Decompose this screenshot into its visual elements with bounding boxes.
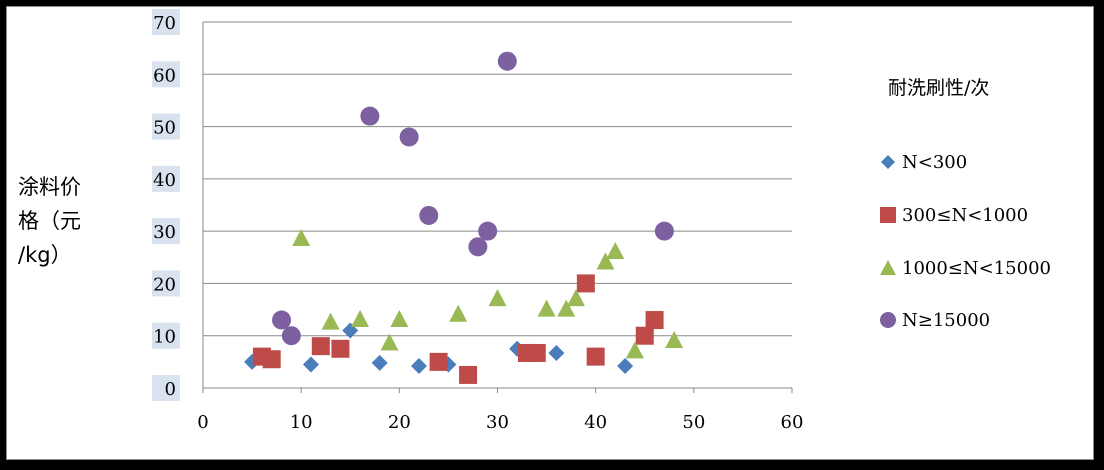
data-point-triangle	[596, 252, 615, 270]
data-point-triangle	[606, 242, 625, 260]
chart-area	[6, 6, 1094, 460]
data-point-square	[586, 347, 605, 366]
y-axis-label-line: 格（元	[18, 209, 81, 233]
data-point-square	[635, 326, 654, 345]
legend-label: 1000≤N<15000	[902, 257, 1051, 279]
data-point-triangle	[351, 310, 370, 328]
y-tick-label-bg	[152, 9, 180, 35]
data-point-diamond	[548, 344, 565, 361]
legend-item-n-ge-15000: N≥15000	[878, 308, 990, 332]
data-point-triangle	[292, 228, 311, 246]
data-point-circle	[478, 221, 498, 241]
data-point-diamond	[302, 356, 319, 373]
y-tick-label: 0	[165, 379, 176, 400]
data-point-square	[645, 311, 664, 330]
circle-marker-icon	[880, 312, 896, 328]
x-tick-label: 0	[197, 412, 208, 433]
triangle-marker-icon	[880, 260, 896, 275]
y-tick-label: 30	[153, 222, 176, 243]
y-tick-label-bg	[152, 322, 180, 349]
data-point-triangle	[449, 304, 468, 322]
data-point-diamond	[244, 353, 261, 370]
data-point-square	[311, 337, 330, 356]
legend-title: 耐洗刷性/次	[888, 77, 990, 99]
square-marker-icon	[880, 207, 896, 223]
diamond-marker-icon	[881, 155, 895, 169]
data-point-triangle	[537, 299, 556, 317]
data-point-circle	[654, 221, 674, 241]
legend-label: N≥15000	[902, 309, 991, 331]
legend-item-300-1000: 300≤N<1000	[878, 203, 1028, 227]
data-point-triangle	[321, 312, 340, 330]
y-tick-label-bg	[152, 113, 180, 140]
y-tick-label: 10	[153, 327, 176, 348]
legend-label: 300≤N<1000	[902, 204, 1029, 226]
y-tick-label: 50	[153, 118, 176, 139]
data-point-circle	[419, 205, 439, 225]
data-point-circle	[497, 51, 517, 71]
x-tick-label: 50	[682, 412, 705, 433]
data-point-triangle	[488, 289, 507, 307]
x-tick-label: 60	[781, 412, 804, 433]
data-point-triangle	[665, 330, 684, 348]
y-tick-label-bg	[152, 270, 180, 297]
x-tick-label: 20	[388, 412, 411, 433]
y-axis-label: 涂料价 格（元 /kg）	[18, 170, 110, 272]
data-point-circle	[468, 237, 488, 257]
data-point-circle	[281, 326, 301, 346]
data-point-triangle	[625, 341, 644, 359]
data-point-triangle	[557, 299, 576, 317]
data-point-square	[262, 350, 281, 369]
y-tick-label: 60	[153, 65, 176, 86]
data-point-square	[459, 365, 478, 384]
y-tick-label: 20	[153, 274, 176, 295]
data-point-diamond	[410, 358, 427, 375]
y-tick-label: 70	[153, 13, 176, 34]
legend-label: N<300	[902, 151, 968, 173]
y-tick-label-bg	[152, 165, 180, 192]
x-tick-label: 40	[584, 412, 607, 433]
x-tick-label: 10	[290, 412, 313, 433]
y-tick-label-bg	[152, 218, 180, 245]
y-tick-label: 40	[153, 170, 176, 191]
data-point-circle	[399, 127, 419, 147]
data-point-diamond	[617, 358, 634, 375]
data-point-square	[527, 343, 546, 362]
y-tick-label-bg	[152, 61, 180, 88]
data-point-diamond	[371, 354, 388, 371]
y-tick-label-bg	[152, 375, 180, 401]
legend-item-n-lt-300: N<300	[878, 150, 967, 174]
data-point-triangle	[567, 289, 586, 307]
data-point-circle	[360, 106, 380, 126]
data-point-square	[576, 274, 595, 293]
data-point-square	[331, 339, 350, 358]
y-axis-label-line: /kg）	[18, 243, 72, 267]
x-tick-label: 30	[486, 412, 509, 433]
data-point-circle	[272, 310, 292, 330]
data-point-square	[429, 352, 448, 371]
data-point-triangle	[390, 310, 409, 328]
y-axis-label-line: 涂料价	[18, 175, 81, 199]
data-point-triangle	[380, 333, 399, 351]
legend-item-1000-15000: 1000≤N<15000	[878, 256, 1051, 280]
